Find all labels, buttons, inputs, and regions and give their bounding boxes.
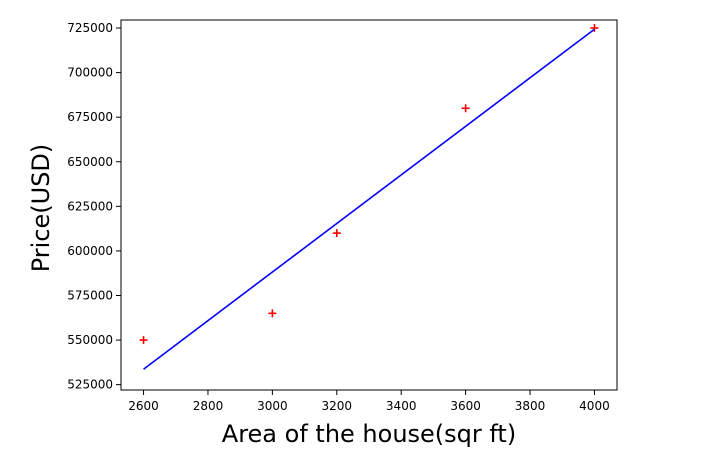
scatter-point <box>461 104 470 113</box>
regression-line <box>143 28 595 370</box>
y-axis-title: Price(USD) <box>27 144 55 273</box>
x-axis-title: Area of the house(sqr ft) <box>222 420 516 448</box>
y-tick-label: 600000 <box>67 244 113 258</box>
series-layer <box>139 24 599 370</box>
x-tick-label: 2600 <box>128 399 159 413</box>
scatter-point <box>139 336 148 345</box>
x-axis: 2600 2800 3000 3200 3400 3600 3800 4000 <box>128 390 610 413</box>
y-tick-label: 700000 <box>67 66 113 80</box>
x-tick-label: 3600 <box>450 399 481 413</box>
y-tick-label: 525000 <box>67 378 113 392</box>
x-tick-label: 3200 <box>322 399 353 413</box>
y-tick-label: 550000 <box>67 333 113 347</box>
plot-area <box>120 19 618 391</box>
x-tick-label: 4000 <box>579 399 610 413</box>
y-axis: 525000 550000 575000 600000 625000 650000 6750… <box>67 21 121 392</box>
x-tick-label: 2800 <box>193 399 224 413</box>
y-tick-label: 575000 <box>67 288 113 302</box>
y-tick-label: 725000 <box>67 21 113 35</box>
x-tick-label: 3000 <box>257 399 288 413</box>
y-tick-label: 675000 <box>67 110 113 124</box>
x-tick-label: 3400 <box>386 399 417 413</box>
scatter-point <box>590 24 599 33</box>
y-tick-label: 650000 <box>67 155 113 169</box>
scatter-point <box>332 229 341 238</box>
x-tick-label: 3800 <box>515 399 546 413</box>
y-tick-label: 625000 <box>67 199 113 213</box>
scatter-point <box>268 309 277 318</box>
